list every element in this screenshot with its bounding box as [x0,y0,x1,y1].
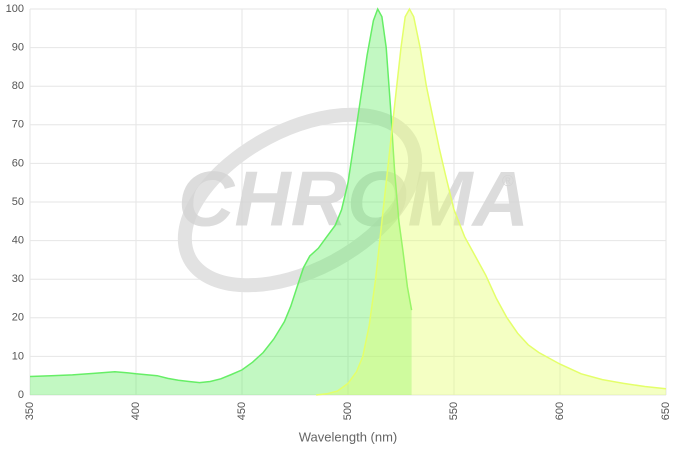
grid [29,8,667,396]
line [29,7,413,384]
watermark-swoosh [177,107,423,293]
y-tick-label: 90 [12,42,24,54]
y-tick-label: 70 [12,119,24,131]
x-tick-label: 600 [554,402,566,420]
y-tick-label: 30 [12,273,24,285]
watermark-symbol: ® [502,173,514,190]
x-axis-title: Wavelength (nm) [299,429,398,444]
y-tick-label: 80 [12,80,24,92]
y-tick-label: 100 [6,3,24,15]
y-tick-label: 50 [12,196,24,208]
area [316,9,666,395]
y-tick-label: 20 [12,312,24,324]
watermark-text: CHROMA [178,155,529,243]
x-tick-label: 400 [130,402,142,420]
x-tick-label: 500 [342,402,354,420]
x-tick-label: 350 [24,402,36,420]
y-tick-label: 10 [12,350,24,362]
x-tick-label: 550 [448,402,460,420]
y-tick-label: 40 [12,235,24,247]
line [316,7,667,396]
x-tick-label: 650 [660,402,672,420]
y-tick-label: 0 [18,389,24,401]
watermark: CHROMA ® [177,107,529,293]
area [30,9,412,395]
y-tick-label: 60 [12,157,24,169]
x-tick-label: 450 [236,402,248,420]
